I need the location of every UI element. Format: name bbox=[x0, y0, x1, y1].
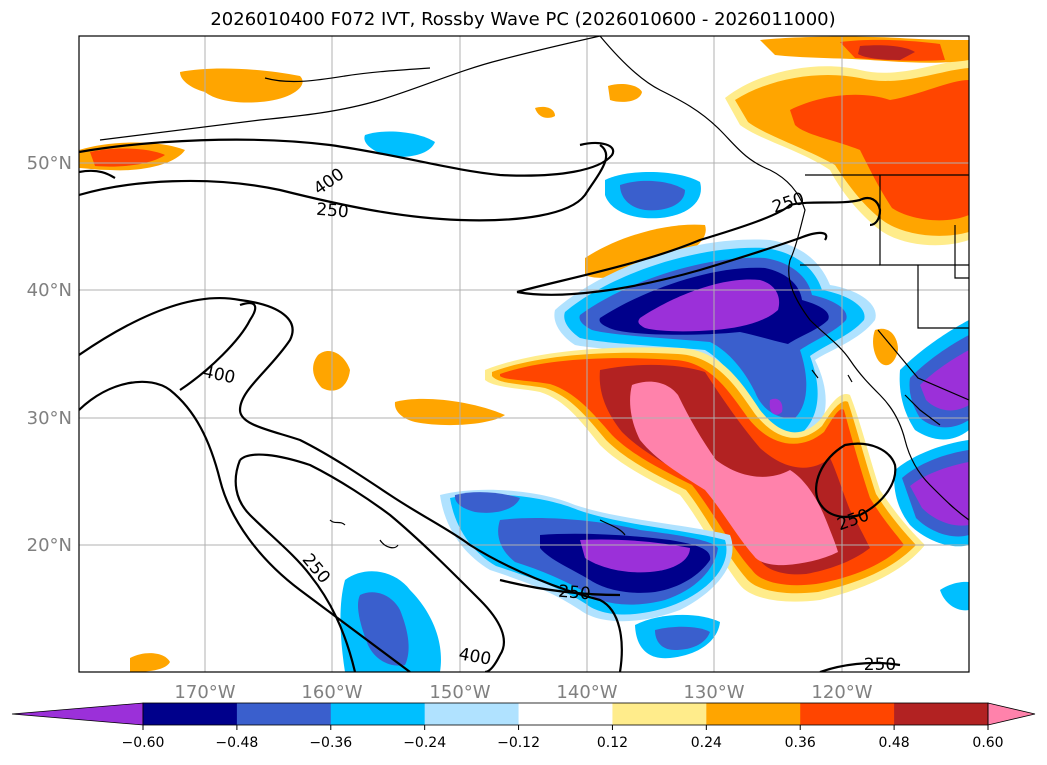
positive-plume-central bbox=[485, 347, 925, 602]
colorbar-tick-label: 0.48 bbox=[879, 735, 910, 751]
contour-label: 250 bbox=[864, 655, 896, 675]
colorbar-extend-min bbox=[11, 702, 144, 726]
colorbar-segment bbox=[143, 703, 238, 725]
colorbar-tick-label: 0.36 bbox=[785, 735, 816, 751]
colorbar-segment bbox=[330, 703, 426, 725]
longitude-labels: 170°W 160°W 150°W 140°W 130°W 120°W bbox=[174, 682, 872, 703]
colorbar-tick-label: 0.24 bbox=[691, 735, 722, 751]
colorbar-segment bbox=[518, 703, 613, 725]
colorbar: −0.60 −0.48 −0.36 −0.24 −0.12 0.12 0.24 0.36 0.4… bbox=[11, 702, 1036, 751]
contour-label: 250 bbox=[557, 582, 591, 605]
latitude-labels: 50°N 40°N 30°N 20°N bbox=[27, 153, 72, 556]
colorbar-tick-label: −0.24 bbox=[403, 735, 446, 751]
colorbar-extend-max bbox=[987, 702, 1036, 726]
coastlines bbox=[99, 36, 969, 549]
lat-tick: 30°N bbox=[27, 408, 72, 429]
colorbar-segment bbox=[612, 703, 707, 725]
lat-tick: 50°N bbox=[27, 153, 72, 174]
lat-tick: 20°N bbox=[27, 535, 72, 556]
lon-tick: 150°W bbox=[429, 682, 490, 703]
contour-label: 250 bbox=[315, 200, 349, 223]
lon-tick: 140°W bbox=[556, 682, 617, 703]
colorbar-tick-label: 0.60 bbox=[972, 735, 1003, 751]
colorbar-frame bbox=[142, 702, 989, 726]
colorbar-segment bbox=[706, 703, 801, 725]
lon-tick: 170°W bbox=[174, 682, 235, 703]
ivt-contours bbox=[79, 138, 901, 672]
positive-band-42n bbox=[585, 224, 706, 278]
colorbar-tick-label: −0.36 bbox=[309, 735, 352, 751]
figure-title: 2026010400 F072 IVT, Rossby Wave PC (202… bbox=[210, 9, 835, 30]
colorbar-segment bbox=[894, 703, 989, 725]
negative-patch-north bbox=[364, 131, 435, 157]
lon-tick: 130°W bbox=[683, 682, 744, 703]
colorbar-tick-label: −0.12 bbox=[497, 735, 540, 751]
positive-anomaly-northeast bbox=[725, 36, 969, 246]
colorbar-tick-label: 0.12 bbox=[597, 735, 628, 751]
positive-patch-north bbox=[180, 68, 303, 103]
colorbar-segment bbox=[800, 703, 895, 725]
map-layers bbox=[79, 36, 969, 672]
colorbar-segment bbox=[424, 703, 520, 725]
lon-tick: 160°W bbox=[301, 682, 362, 703]
colorbar-tick-label: −0.60 bbox=[122, 735, 165, 751]
positive-blob-b bbox=[394, 398, 505, 426]
map-frame bbox=[78, 35, 970, 673]
graticule bbox=[79, 36, 969, 672]
positive-patch-west-core bbox=[90, 148, 165, 167]
colorbar-segment bbox=[236, 703, 332, 725]
negative-band-20n bbox=[440, 489, 733, 622]
lat-tick: 40°N bbox=[27, 280, 72, 301]
colorbar-tick-label: −0.48 bbox=[215, 735, 258, 751]
lon-tick: 120°W bbox=[811, 682, 872, 703]
